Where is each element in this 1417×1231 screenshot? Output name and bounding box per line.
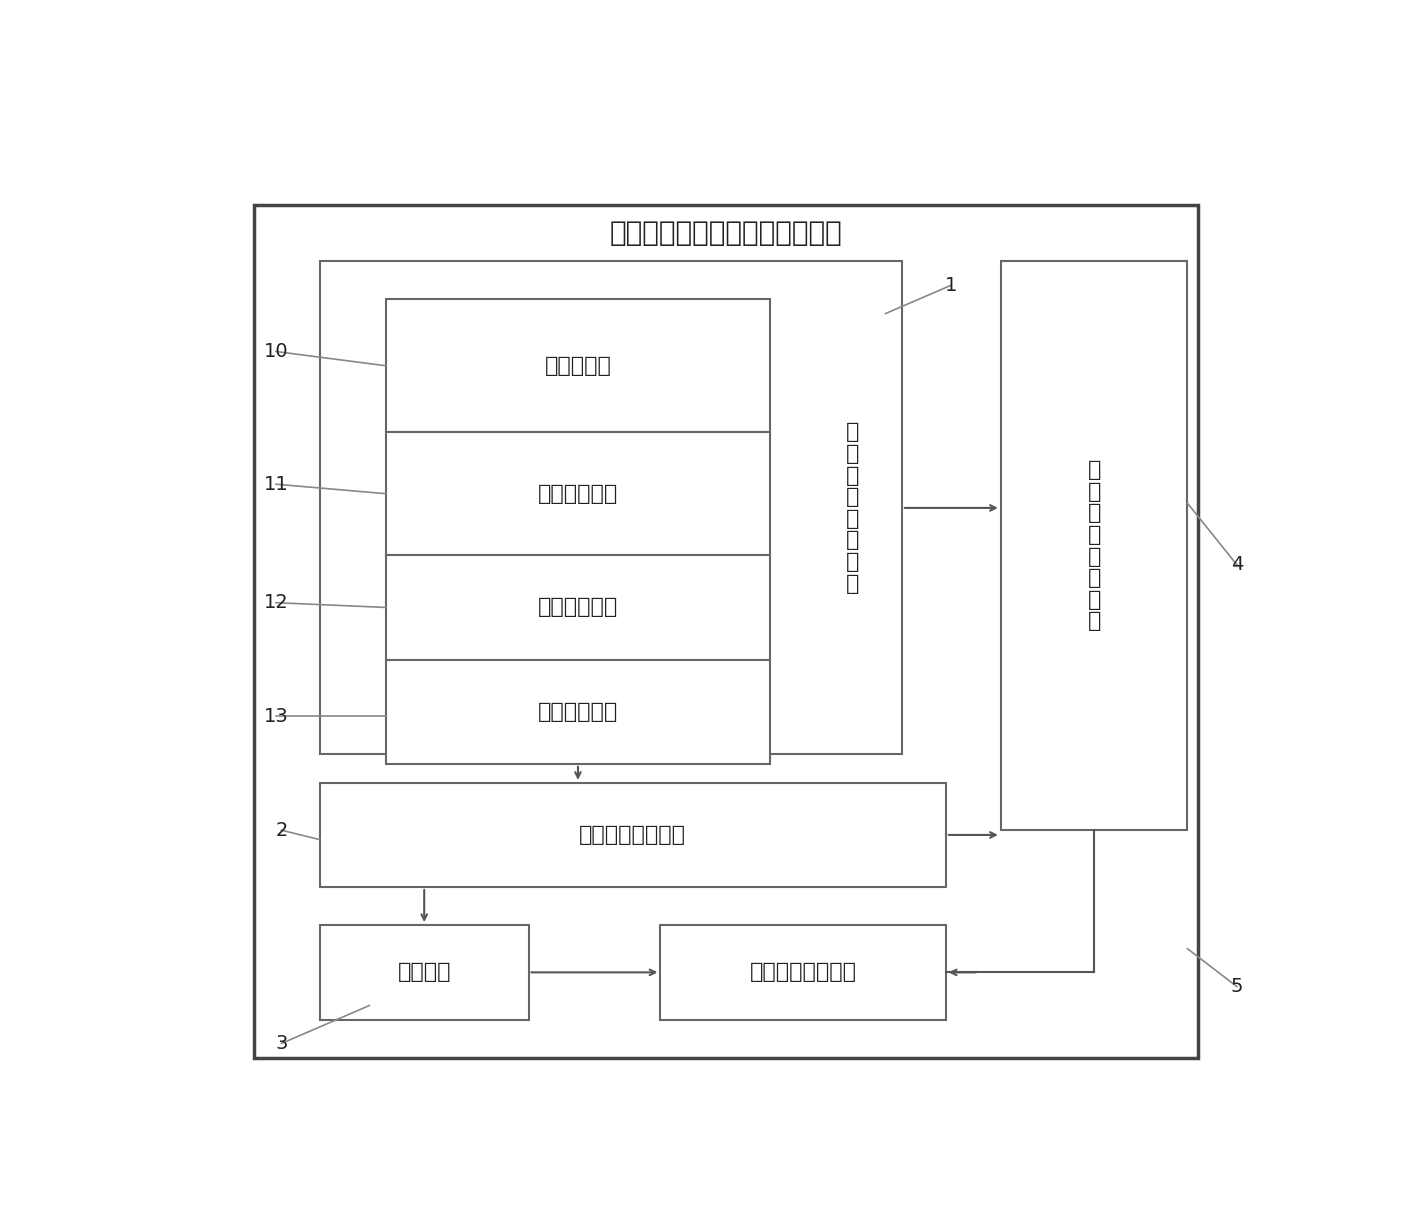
Text: 语
音
信
号
采
集
单
元: 语 音 信 号 采 集 单 元 bbox=[846, 422, 859, 593]
Bar bbox=[660, 924, 947, 1019]
Bar bbox=[385, 299, 771, 432]
Text: 信号放大模块: 信号放大模块 bbox=[538, 597, 618, 618]
Text: 信号过滤模块: 信号过滤模块 bbox=[538, 702, 618, 721]
Bar bbox=[385, 432, 771, 555]
Text: 语音信号识别单元: 语音信号识别单元 bbox=[580, 825, 686, 844]
Bar bbox=[385, 660, 771, 763]
Bar bbox=[254, 204, 1199, 1057]
Bar bbox=[320, 261, 901, 755]
Text: 5: 5 bbox=[1230, 977, 1243, 996]
Text: 信号触发设定单元: 信号触发设定单元 bbox=[750, 963, 857, 982]
Bar bbox=[320, 783, 947, 888]
Text: 10: 10 bbox=[264, 342, 288, 361]
Text: 4: 4 bbox=[1231, 555, 1243, 575]
Bar bbox=[385, 555, 771, 660]
Bar bbox=[1000, 261, 1187, 830]
Text: 12: 12 bbox=[264, 593, 288, 612]
Text: 控制单元: 控制单元 bbox=[397, 963, 451, 982]
Text: 3: 3 bbox=[275, 1034, 288, 1053]
Text: 11: 11 bbox=[264, 475, 288, 494]
Text: 1: 1 bbox=[945, 276, 958, 294]
Text: 2: 2 bbox=[275, 821, 288, 840]
Text: 语
音
信
号
存
储
单
元: 语 音 信 号 存 储 单 元 bbox=[1087, 460, 1101, 632]
Text: 移动终端设备照明灯的控制系统: 移动终端设备照明灯的控制系统 bbox=[609, 219, 843, 247]
Bar bbox=[320, 924, 529, 1019]
Text: 13: 13 bbox=[264, 707, 288, 726]
Text: 信号转换模块: 信号转换模块 bbox=[538, 484, 618, 503]
Text: 声音传感器: 声音传感器 bbox=[544, 356, 611, 375]
